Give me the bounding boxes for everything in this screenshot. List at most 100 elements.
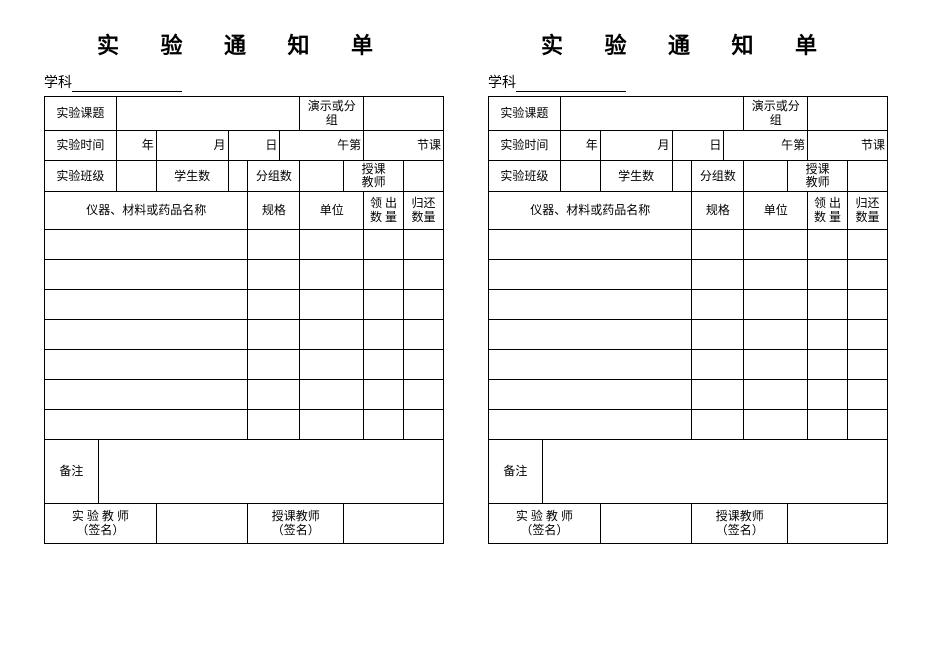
cell[interactable]: [404, 320, 444, 350]
exp-teacher-sig-value[interactable]: [600, 504, 692, 544]
cell[interactable]: [808, 350, 848, 380]
cell[interactable]: [692, 350, 744, 380]
item-row: [45, 410, 444, 440]
cell[interactable]: [404, 380, 444, 410]
cell[interactable]: [300, 260, 364, 290]
cell[interactable]: [300, 320, 364, 350]
cell[interactable]: [364, 320, 404, 350]
demo-value[interactable]: [364, 97, 444, 131]
cell[interactable]: [404, 230, 444, 260]
students-label: 学生数: [600, 160, 672, 191]
time-label: 实验时间: [45, 130, 117, 160]
students-value[interactable]: [228, 160, 248, 191]
cell[interactable]: [248, 260, 300, 290]
note-value[interactable]: [542, 440, 887, 504]
cell[interactable]: [364, 260, 404, 290]
cell[interactable]: [300, 350, 364, 380]
cell[interactable]: [808, 320, 848, 350]
cell[interactable]: [45, 380, 248, 410]
cell[interactable]: [848, 290, 888, 320]
cell[interactable]: [744, 290, 808, 320]
cell[interactable]: [300, 290, 364, 320]
cell[interactable]: [848, 380, 888, 410]
cell[interactable]: [364, 290, 404, 320]
teach-teacher-sig-value[interactable]: [344, 504, 444, 544]
cell[interactable]: [300, 230, 364, 260]
exp-teacher-sig-value[interactable]: [156, 504, 248, 544]
cell[interactable]: [808, 410, 848, 440]
cell[interactable]: [489, 290, 692, 320]
cell[interactable]: [404, 410, 444, 440]
cell[interactable]: [692, 260, 744, 290]
cell[interactable]: [808, 380, 848, 410]
groups-value[interactable]: [300, 160, 344, 191]
cell[interactable]: [692, 320, 744, 350]
cell[interactable]: [248, 320, 300, 350]
cell[interactable]: [404, 290, 444, 320]
cell[interactable]: [489, 230, 692, 260]
teacher-value[interactable]: [848, 160, 888, 191]
item-name-header: 仪器、材料或药品名称: [45, 192, 248, 230]
cell[interactable]: [692, 410, 744, 440]
class-name-value[interactable]: [560, 160, 600, 191]
cell[interactable]: [808, 260, 848, 290]
cell[interactable]: [364, 230, 404, 260]
cell[interactable]: [744, 350, 808, 380]
teacher-value[interactable]: [404, 160, 444, 191]
cell[interactable]: [744, 230, 808, 260]
subject-underline[interactable]: [516, 91, 626, 92]
note-value[interactable]: [98, 440, 443, 504]
cell[interactable]: [848, 260, 888, 290]
cell[interactable]: [248, 350, 300, 380]
items-header: 仪器、材料或药品名称 规格 单位 领 出数 量 归还数量: [45, 192, 444, 230]
cell[interactable]: [300, 380, 364, 410]
cell[interactable]: [489, 320, 692, 350]
topic-value[interactable]: [116, 97, 299, 131]
subject-underline[interactable]: [72, 91, 182, 92]
unit-header: 单位: [744, 192, 808, 230]
cell[interactable]: [692, 290, 744, 320]
topic-value[interactable]: [560, 97, 743, 131]
cell[interactable]: [45, 230, 248, 260]
cell[interactable]: [808, 290, 848, 320]
cell[interactable]: [808, 230, 848, 260]
cell[interactable]: [744, 380, 808, 410]
cell[interactable]: [248, 230, 300, 260]
cell[interactable]: [248, 410, 300, 440]
time-label: 实验时间: [489, 130, 561, 160]
demo-value[interactable]: [808, 97, 888, 131]
cell[interactable]: [404, 350, 444, 380]
cell[interactable]: [489, 260, 692, 290]
cell[interactable]: [45, 320, 248, 350]
class-name-value[interactable]: [116, 160, 156, 191]
cell[interactable]: [744, 410, 808, 440]
cell[interactable]: [848, 320, 888, 350]
class-label: 节课: [364, 130, 444, 160]
cell[interactable]: [489, 350, 692, 380]
cell[interactable]: [692, 230, 744, 260]
row-topic: 实验课题 演示或分组: [45, 97, 444, 131]
teach-teacher-sig-value[interactable]: [788, 504, 888, 544]
students-value[interactable]: [672, 160, 692, 191]
cell[interactable]: [692, 380, 744, 410]
cell[interactable]: [364, 380, 404, 410]
cell[interactable]: [364, 350, 404, 380]
cell[interactable]: [45, 350, 248, 380]
groups-value[interactable]: [744, 160, 788, 191]
cell[interactable]: [248, 290, 300, 320]
cell[interactable]: [744, 260, 808, 290]
cell[interactable]: [248, 380, 300, 410]
cell[interactable]: [848, 230, 888, 260]
cell[interactable]: [848, 410, 888, 440]
cell[interactable]: [45, 260, 248, 290]
cell[interactable]: [404, 260, 444, 290]
cell[interactable]: [489, 410, 692, 440]
cell[interactable]: [364, 410, 404, 440]
cell[interactable]: [744, 320, 808, 350]
cell[interactable]: [45, 290, 248, 320]
cell[interactable]: [300, 410, 364, 440]
cell[interactable]: [45, 410, 248, 440]
cell[interactable]: [489, 380, 692, 410]
cell[interactable]: [848, 350, 888, 380]
item-row: [489, 380, 888, 410]
